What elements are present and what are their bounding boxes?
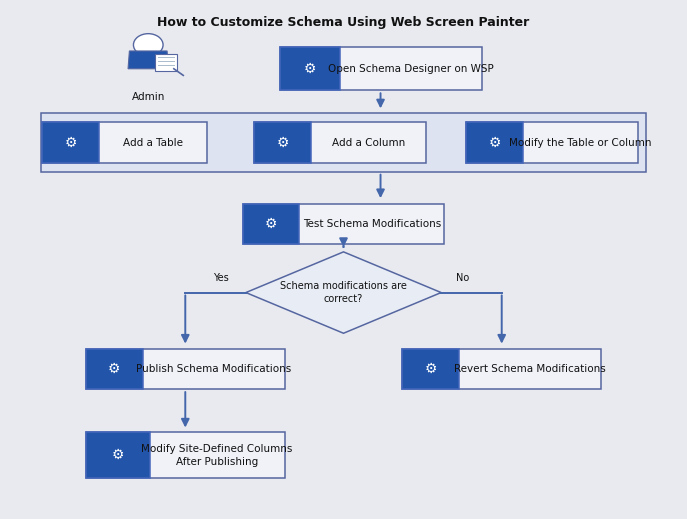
Text: Open Schema Designer on WSP: Open Schema Designer on WSP: [328, 64, 493, 74]
FancyBboxPatch shape: [86, 432, 284, 478]
FancyBboxPatch shape: [254, 122, 311, 163]
FancyBboxPatch shape: [280, 47, 339, 90]
Text: Modify Site-Defined Columns
After Publishing: Modify Site-Defined Columns After Publis…: [142, 444, 293, 467]
Text: Test Schema Modifications: Test Schema Modifications: [303, 219, 441, 229]
Text: ⚙: ⚙: [488, 135, 501, 149]
Text: ⚙: ⚙: [65, 135, 77, 149]
FancyBboxPatch shape: [42, 122, 99, 163]
FancyBboxPatch shape: [42, 122, 207, 163]
Text: How to Customize Schema Using Web Screen Painter: How to Customize Schema Using Web Screen…: [157, 17, 530, 30]
FancyBboxPatch shape: [254, 122, 426, 163]
FancyBboxPatch shape: [466, 122, 638, 163]
Text: ⚙: ⚙: [304, 62, 316, 76]
FancyBboxPatch shape: [243, 203, 444, 244]
FancyBboxPatch shape: [403, 349, 459, 389]
Text: ⚙: ⚙: [264, 217, 277, 231]
Text: ⚙: ⚙: [425, 362, 437, 376]
Text: Revert Schema Modifications: Revert Schema Modifications: [454, 364, 606, 374]
FancyBboxPatch shape: [280, 47, 482, 90]
FancyBboxPatch shape: [86, 349, 284, 389]
FancyBboxPatch shape: [466, 122, 523, 163]
Circle shape: [133, 34, 163, 56]
Polygon shape: [246, 252, 441, 333]
Text: Publish Schema Modifications: Publish Schema Modifications: [136, 364, 291, 374]
Polygon shape: [155, 53, 177, 71]
Polygon shape: [128, 51, 168, 69]
Text: ⚙: ⚙: [276, 135, 289, 149]
Text: ⚙: ⚙: [108, 362, 120, 376]
Text: Admin: Admin: [132, 92, 165, 102]
Text: Schema modifications are
correct?: Schema modifications are correct?: [280, 281, 407, 304]
Text: Yes: Yes: [214, 274, 229, 283]
Text: Add a Column: Add a Column: [332, 138, 405, 147]
Text: Add a Table: Add a Table: [123, 138, 183, 147]
FancyBboxPatch shape: [41, 113, 646, 172]
Text: Modify the Table or Column: Modify the Table or Column: [509, 138, 652, 147]
FancyBboxPatch shape: [403, 349, 601, 389]
FancyBboxPatch shape: [86, 349, 142, 389]
FancyBboxPatch shape: [243, 203, 299, 244]
Text: No: No: [455, 274, 469, 283]
Text: ⚙: ⚙: [111, 448, 124, 462]
FancyBboxPatch shape: [86, 432, 150, 478]
